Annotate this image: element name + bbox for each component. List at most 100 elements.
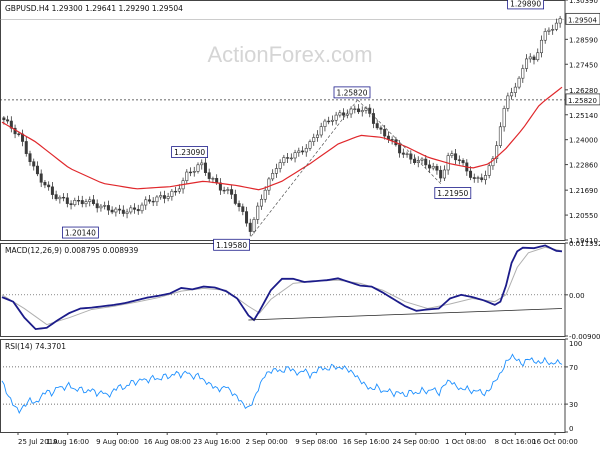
candle-body [192, 171, 196, 173]
watermark-text: ActionForex.com [207, 42, 372, 67]
candle-body [222, 189, 226, 192]
candle-body [487, 165, 491, 176]
x-tick-label: 1 Aug 16:00 [46, 438, 89, 446]
candle-body [248, 222, 252, 232]
x-tick-label: 2 Sep 00:00 [245, 438, 287, 446]
candle-body [6, 119, 10, 122]
candle-body [323, 120, 327, 127]
candle-body [274, 168, 278, 174]
candle-body [491, 158, 495, 167]
trend-dash-line [250, 99, 358, 237]
candle-body [282, 157, 286, 163]
current-price-box [565, 12, 600, 25]
candle-body [401, 152, 405, 155]
x-tick-label: 16 Aug 08:00 [144, 438, 191, 446]
price-tick-label: 1.21690 [569, 187, 598, 195]
price-tick-label: 1.30390 [569, 0, 598, 5]
candle-body [121, 209, 125, 214]
candle-body [379, 127, 383, 130]
candle-body [69, 203, 73, 206]
candle-body [39, 173, 43, 183]
candle-body [263, 189, 267, 200]
candle-body [17, 133, 21, 135]
x-tick-label: 16 Sep 16:00 [343, 438, 390, 446]
price-tick-label: 1.20550 [569, 212, 598, 220]
candle-body [259, 198, 263, 207]
candle-body [237, 203, 241, 207]
candle-body [502, 108, 506, 128]
candle-body [517, 77, 521, 88]
candle-body [469, 170, 473, 178]
candle-body [442, 169, 446, 179]
candle-body [24, 141, 28, 154]
candle-body [293, 152, 297, 159]
price-tick-label: 1.19410 [569, 237, 598, 245]
price-annotation-label: 1.23090 [174, 148, 205, 157]
candle-body [174, 190, 178, 193]
candle-body [43, 181, 47, 186]
candle-body [301, 150, 305, 153]
candle-body [252, 219, 256, 232]
candle-body [233, 194, 237, 204]
candle-body [521, 68, 525, 79]
candle-body [80, 200, 84, 205]
candle-body [136, 209, 140, 212]
candle-body [159, 195, 163, 198]
price-tick-label: 1.24000 [569, 137, 598, 145]
candle-body [383, 129, 387, 137]
price-annotation-label: 1.21950 [437, 189, 468, 198]
candle-body [427, 164, 431, 169]
price-annotation-box [333, 86, 371, 99]
x-tick-label: 1 Oct 08:00 [445, 438, 486, 446]
price-annotation-label: 1.29890 [510, 0, 541, 8]
candle-body [62, 196, 66, 199]
price-annotation-box [507, 0, 545, 10]
candle-body [525, 58, 529, 69]
candle-body [315, 134, 319, 138]
candle-body [151, 200, 155, 203]
candle-body [431, 166, 435, 169]
candle-body [118, 208, 122, 211]
candle-body [513, 86, 517, 93]
candle-body [413, 158, 417, 163]
candle-body [230, 189, 234, 195]
macd-label: MACD(12,26,9) 0.008795 0.008939 [5, 246, 139, 255]
candle-body [360, 110, 364, 113]
price-annotation-box [171, 146, 209, 158]
candle-body [95, 203, 99, 209]
candle-body [155, 196, 159, 203]
candle-body [77, 200, 81, 202]
rsi-tick-label: 100 [569, 340, 582, 348]
candle-body [200, 162, 204, 166]
price-annotation-box [213, 238, 251, 251]
candle-body [103, 205, 107, 207]
x-tick-label: 9 Sep 08:00 [295, 438, 337, 446]
candle-body [338, 112, 342, 116]
x-tick-label: 24 Sep 00:00 [392, 438, 439, 446]
candle-body [312, 137, 316, 142]
hline-price-box [565, 93, 600, 106]
candle-body [196, 164, 200, 172]
candle-body [532, 56, 536, 61]
candle-body [454, 153, 458, 161]
candle-body [226, 189, 230, 191]
candle-body [99, 205, 103, 209]
x-tick-label: 16 Oct 00:00 [532, 438, 578, 446]
rsi-tick-label: 70 [569, 364, 578, 372]
candle-body [345, 113, 349, 116]
rsi-tick-label: 30 [569, 401, 578, 409]
candle-body [73, 200, 77, 206]
candle-body [334, 114, 338, 121]
candle-body [439, 169, 443, 179]
rsi-label: RSI(14) 74.3701 [5, 342, 66, 351]
candle-body [106, 205, 110, 211]
candle-body [330, 119, 334, 122]
candle-body [357, 108, 361, 113]
panel-frame-0 [0, 0, 566, 241]
price-tick-label: 1.27450 [569, 61, 598, 69]
panel-frame-1 [0, 243, 566, 337]
candle-body [405, 153, 409, 155]
candle-body [207, 172, 211, 179]
